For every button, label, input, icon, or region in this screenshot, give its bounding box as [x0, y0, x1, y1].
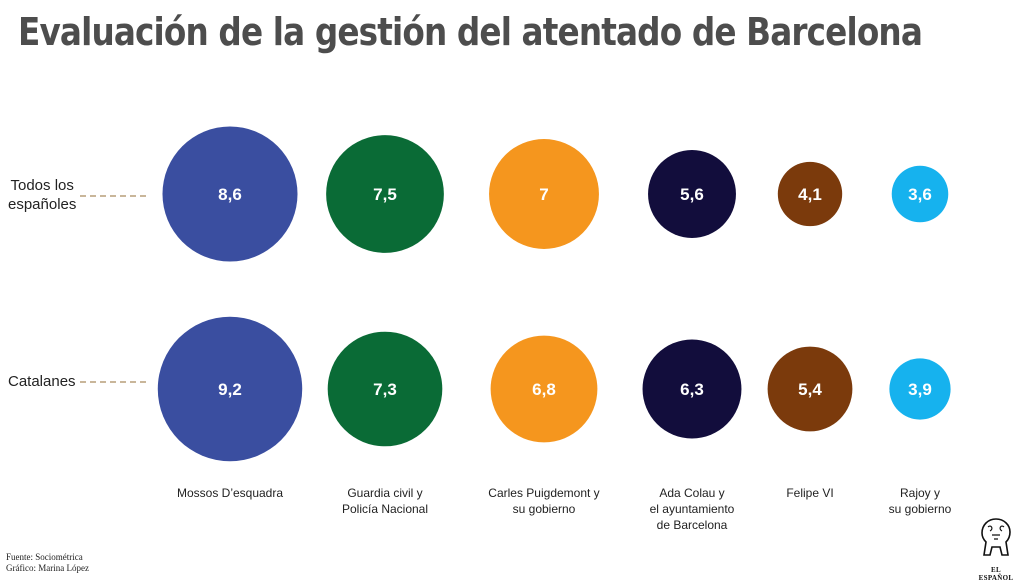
- bubble-value-rajoy-todos: 3,6: [908, 185, 932, 204]
- chart-title: Evaluación de la gestión del atentado de…: [18, 10, 923, 54]
- bubble-value-puigdemont-todos: 7: [539, 185, 548, 204]
- bubble-rajoy-todos: [891, 165, 949, 223]
- category-label-mossos: Mossos D’esquadra: [176, 486, 284, 500]
- graphic-credit: Gráfico: Marina López: [6, 563, 89, 573]
- bubble-rajoy-catalanes: [889, 358, 951, 420]
- bubble-puigdemont-todos: [489, 139, 599, 249]
- category-label-felipe: Felipe VI: [786, 486, 834, 500]
- category-label-puigdemont: Carles Puigdemont y su gobierno: [488, 486, 600, 516]
- bubble-value-colau-todos: 5,6: [680, 185, 704, 204]
- el-espanol-logo: EL ESPAÑOL: [974, 517, 1018, 582]
- bubble-mossos-todos: [162, 126, 298, 262]
- bubble-value-felipe-catalanes: 5,4: [798, 380, 822, 399]
- bubble-value-mossos-catalanes: 9,2: [218, 380, 242, 399]
- row-label-todos: Todos los españoles: [8, 177, 77, 213]
- bubble-value-mossos-todos: 8,6: [218, 185, 242, 204]
- bubble-value-felipe-todos: 4,1: [798, 185, 822, 204]
- bubble-colau-catalanes: [642, 339, 742, 439]
- category-label-colau: Ada Colau y el ayuntamiento de Barcelona: [649, 486, 735, 532]
- bubble-guardia-todos: [326, 135, 444, 253]
- category-label-guardia: Guardia civil y Policía Nacional: [341, 486, 429, 516]
- bubble-value-rajoy-catalanes: 3,9: [908, 380, 932, 399]
- bubble-felipe-catalanes: [767, 346, 853, 432]
- bubble-guardia-catalanes: [327, 331, 443, 447]
- bubble-value-colau-catalanes: 6,3: [680, 380, 704, 399]
- bubble-value-guardia-catalanes: 7,3: [373, 380, 397, 399]
- category-label-rajoy: Rajoy y su gobierno: [888, 486, 952, 516]
- bubble-felipe-todos: [777, 161, 843, 227]
- bubble-colau-todos: [648, 150, 736, 238]
- bubble-mossos-catalanes: [157, 316, 303, 462]
- row-label-catalanes: Catalanes: [8, 373, 76, 390]
- row-connector-catalanes: [80, 381, 146, 383]
- source-note: Fuente: Sociométrica: [6, 552, 83, 562]
- bubble-puigdemont-catalanes: [490, 335, 598, 443]
- lion-icon: [981, 518, 1011, 556]
- logo-text: EL ESPAÑOL: [978, 566, 1014, 582]
- bubble-value-puigdemont-catalanes: 6,8: [532, 380, 556, 399]
- bubble-value-guardia-todos: 7,5: [373, 185, 397, 204]
- row-connector-todos: [80, 195, 146, 197]
